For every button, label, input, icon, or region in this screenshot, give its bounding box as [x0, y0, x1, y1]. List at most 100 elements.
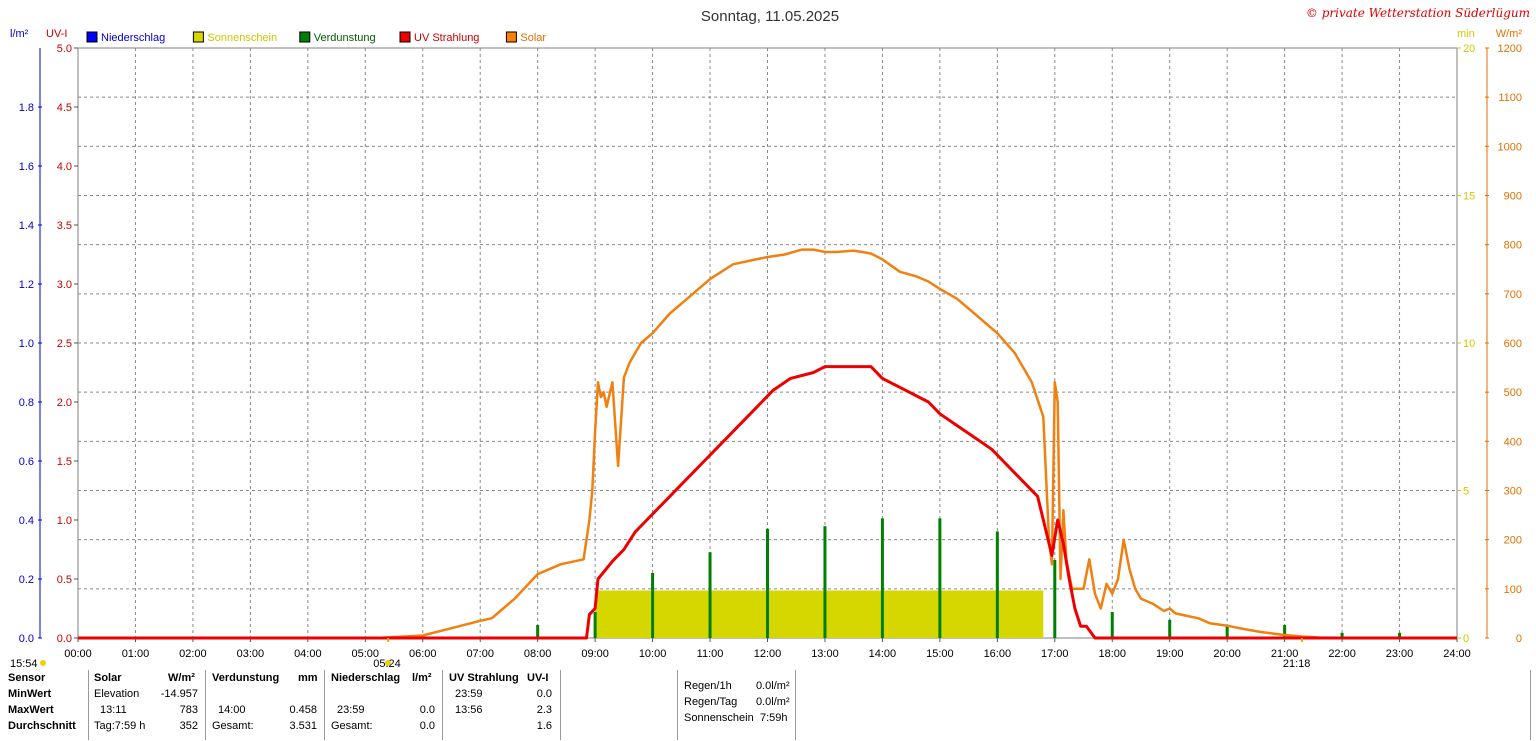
uv-line [78, 365, 1457, 640]
right2-axis-unit: W/m² [1496, 28, 1523, 40]
left2-tick-label: 0.5 [57, 574, 72, 586]
verdunstung-bar [708, 552, 712, 638]
left1-tick-label: 0.6 [19, 456, 34, 468]
x-tick-label: 03:00 [237, 648, 265, 660]
right2-tick-label: 700 [1504, 289, 1522, 301]
x-tick-label: 17:00 [1041, 648, 1069, 660]
legend-swatch [299, 31, 311, 43]
verdunstung-bar [880, 518, 884, 638]
left1-tick-label: 1.6 [19, 161, 34, 173]
header-solar: Solar [94, 672, 122, 684]
verdunstung-total-label: Gesamt: [212, 720, 254, 732]
legend-swatch [192, 31, 204, 43]
left2-tick-label: 3.5 [57, 220, 72, 232]
header-niederschlag-unit: l/m² [412, 672, 432, 684]
x-tick-label: 20:00 [1213, 648, 1241, 660]
header-verdunstung-unit: mm [298, 672, 318, 684]
regen-tag-label: Regen/Tag [684, 696, 738, 708]
legend-swatch [399, 31, 411, 43]
header-niederschlag: Niederschlag [331, 672, 401, 684]
uv-min-value: 0.0 [536, 688, 552, 700]
verdunstung-bar [995, 531, 999, 638]
x-tick-label: 07:00 [466, 648, 494, 660]
uv-avg-value: 1.6 [536, 720, 552, 732]
verdunstung-bar [766, 528, 769, 638]
right1-tick-label: 5 [1463, 486, 1469, 498]
verdunstung-bar [938, 518, 942, 638]
regen-tag-value: 0.0l/m² [756, 696, 790, 708]
niederschlag-total-value: 0.0 [419, 720, 435, 732]
sonnenschein-value: 7:59h [760, 712, 788, 724]
sonnenschein-bar [595, 590, 1044, 638]
left1-tick-label: 0.2 [19, 574, 34, 586]
header-sensor: Sensor [8, 672, 46, 684]
right1-axis-unit: min [1457, 28, 1475, 40]
x-tick-label: 11:00 [697, 648, 724, 660]
separator [205, 670, 206, 740]
statistics-table: Sensor Solar W/m² Verdunstung mm Nieders… [0, 668, 1536, 741]
x-tick-label: 23:00 [1386, 648, 1414, 660]
regen-1h-label: Regen/1h [684, 680, 732, 692]
right2-tick-label: 500 [1504, 387, 1522, 399]
right2-tick-label: 800 [1504, 240, 1522, 252]
right1-tick-label: 10 [1463, 338, 1475, 350]
x-tick-label: 24:00 [1443, 648, 1471, 660]
solar-avg-label: Tag:7:59 h [94, 720, 146, 732]
verdunstung-bar [1053, 560, 1057, 638]
uv-min-time: 23:59 [455, 688, 483, 700]
legend-swatch [86, 31, 98, 43]
left1-tick-label: 0.0 [19, 633, 34, 645]
left2-tick-label: 3.0 [57, 279, 72, 291]
left1-tick-label: 0.8 [19, 397, 34, 409]
copyright-label: © private Wetterstation Süderlügum [1306, 6, 1530, 20]
legend-label: Solar [520, 32, 546, 44]
legend-label: Verdunstung [314, 32, 376, 44]
x-tick-label: 09:00 [581, 648, 609, 660]
left2-tick-label: 0.0 [57, 633, 72, 645]
header-uv-unit: UV-I [527, 672, 549, 684]
x-tick-label: 10:00 [639, 648, 667, 660]
right1-tick-label: 20 [1463, 43, 1475, 55]
verdunstung-bar [1340, 632, 1344, 638]
legend-label: Niederschlag [101, 32, 165, 44]
left1-tick-label: 1.0 [19, 338, 34, 350]
solar-min-label: Elevation [94, 688, 140, 700]
verdunstung-bar [823, 526, 827, 638]
verdunstung-bar [1225, 625, 1229, 638]
legend-label: Sonnenschein [207, 32, 277, 44]
sun-icon [385, 660, 391, 666]
solar-line [78, 248, 1457, 640]
right2-tick-label: 1000 [1498, 141, 1522, 153]
row-label-min: MinWert [8, 688, 52, 700]
x-tick-label: 14:00 [869, 648, 897, 660]
left1-tick-label: 1.4 [19, 220, 34, 232]
axes-layer: 00:00 01:00 02:00 03:00 04:00 05:00 06:00 07:00… [10, 28, 1522, 668]
left2-tick-label: 4.5 [57, 102, 72, 114]
weather-chart: 00:00 01:00 02:00 03:00 04:00 05:00 06:00 07:00… [10, 6, 1530, 668]
verdunstung-bar [1283, 625, 1287, 638]
series-layer [78, 248, 1457, 640]
sonnenschein-label: Sonnenschein [684, 712, 754, 724]
right1-tick-label: 0 [1463, 633, 1469, 645]
right2-tick-label: 200 [1504, 535, 1522, 547]
sun-icon [40, 660, 46, 666]
legend: Niederschlag Sonnenschein Verdunstung UV St… [86, 31, 546, 44]
right2-tick-label: 100 [1504, 584, 1522, 596]
left1-tick-label: 1.8 [19, 102, 34, 114]
right1-tick-label: 15 [1463, 191, 1475, 203]
x-tick-label: 04:00 [294, 648, 322, 660]
x-tick-label: 05:00 [352, 648, 380, 660]
right2-tick-label: 1100 [1498, 92, 1522, 104]
x-tick-label: 00:00 [64, 648, 92, 660]
x-tick-label: 18:00 [1098, 648, 1126, 660]
right2-tick-label: 900 [1504, 191, 1522, 203]
verdunstung-bar [1110, 612, 1114, 638]
left1-axis-unit: l/m² [10, 28, 29, 40]
verdunstung-total-value: 3.531 [289, 720, 317, 732]
separator [795, 670, 796, 740]
uv-max-time: 13:56 [455, 704, 483, 716]
header-verdunstung: Verdunstung [212, 672, 280, 684]
separator [1530, 670, 1531, 740]
separator [324, 670, 325, 740]
grid-lines [78, 48, 1457, 638]
